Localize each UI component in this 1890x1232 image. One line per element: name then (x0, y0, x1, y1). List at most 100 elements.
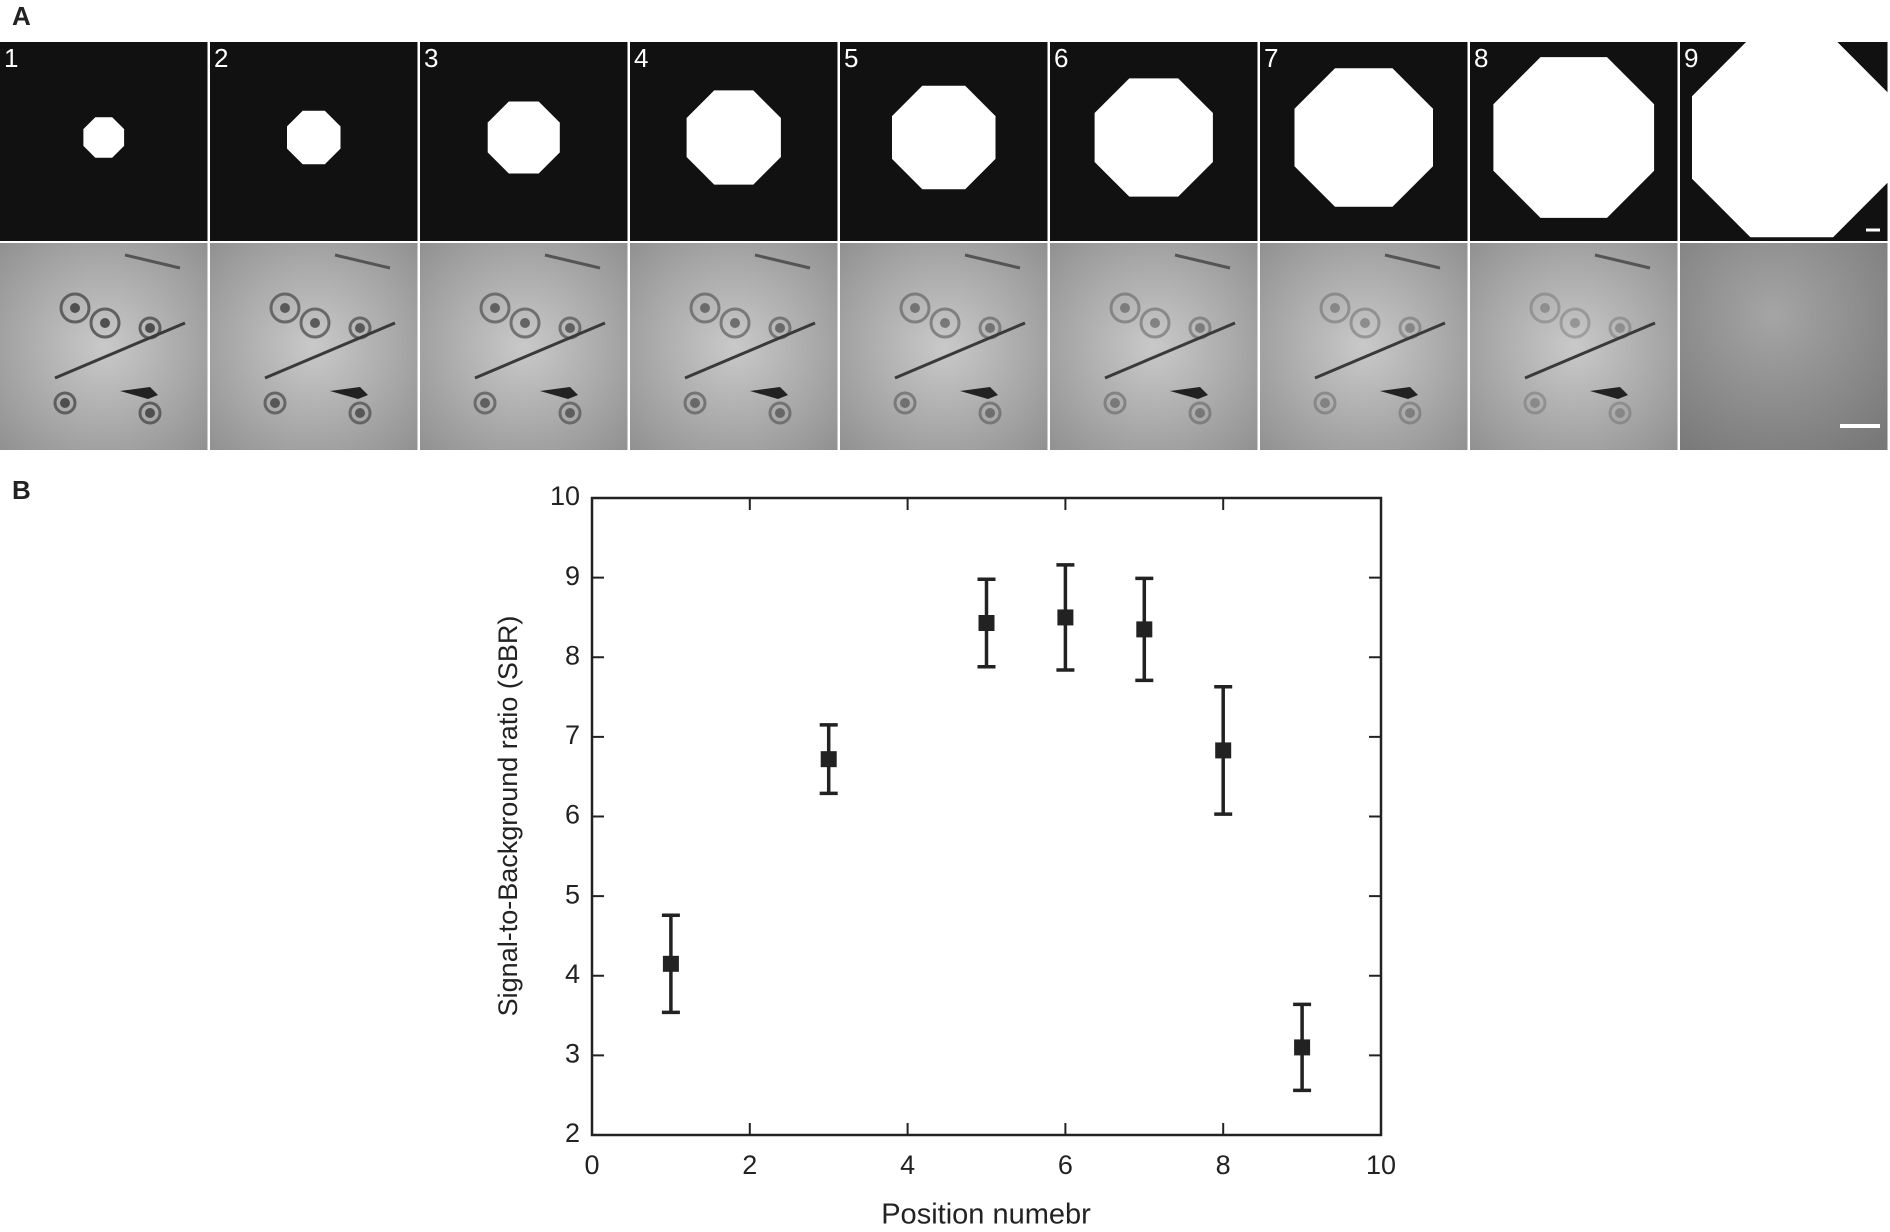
y-tick-label: 4 (565, 959, 580, 989)
bead-core (1320, 398, 1330, 408)
fiber (124, 253, 181, 270)
micro-bg (630, 243, 838, 450)
bead-core (490, 303, 500, 313)
micro-image (420, 243, 628, 450)
fiber (1104, 321, 1236, 380)
debris (960, 387, 998, 399)
y-tick-label: 3 (565, 1039, 580, 1069)
tile-number: 4 (634, 43, 648, 73)
bead-core (985, 323, 995, 333)
bead-core (1530, 398, 1540, 408)
bead (509, 307, 541, 339)
micro-image (630, 243, 838, 450)
bead-core (520, 318, 530, 328)
bead-core (565, 323, 575, 333)
debris (1590, 387, 1628, 399)
bead-core (270, 398, 280, 408)
micro-bg (1470, 243, 1678, 450)
bead (479, 292, 511, 324)
debris (120, 387, 158, 399)
bead (1349, 307, 1381, 339)
bead-core (730, 318, 740, 328)
bead-core (480, 398, 490, 408)
tile-number: 6 (1054, 43, 1068, 73)
bead (1109, 292, 1141, 324)
bead-core (310, 318, 320, 328)
micro-image (1470, 243, 1678, 450)
bead-core (1570, 318, 1580, 328)
illumination-shape (83, 117, 125, 158)
micro-bg (210, 243, 418, 450)
illumination-shape (1094, 78, 1213, 197)
bead-core (775, 323, 785, 333)
bead (53, 391, 77, 415)
fiber (54, 321, 186, 380)
y-tick-label: 7 (565, 720, 580, 750)
bead (1188, 401, 1212, 425)
illumination-shape (287, 110, 341, 165)
illumination-shape (1294, 68, 1433, 207)
bead (269, 292, 301, 324)
y-tick-label: 8 (565, 640, 580, 670)
bead-core (1195, 408, 1205, 418)
point (1057, 609, 1074, 626)
bead-core (145, 408, 155, 418)
bead-core (60, 398, 70, 408)
bead-core (1120, 303, 1130, 313)
x-tick-label: 6 (1058, 1150, 1073, 1180)
bead (59, 292, 91, 324)
y-tick-label: 2 (565, 1118, 580, 1148)
bead (138, 401, 162, 425)
image-strip: 1 2 3 4 5 6 7 8 9 (0, 42, 1888, 450)
bead (1139, 307, 1171, 339)
point (662, 955, 679, 972)
x-axis-label: Position numebr (881, 1199, 1091, 1231)
micro-bg (0, 243, 208, 450)
y-tick-label: 6 (565, 800, 580, 830)
fiber (894, 321, 1026, 380)
tile-number: 2 (214, 43, 228, 73)
bead-core (1150, 318, 1160, 328)
bead-core (145, 323, 155, 333)
x-tick-label: 8 (1216, 1150, 1231, 1180)
debris (1380, 387, 1418, 399)
point (820, 751, 837, 768)
bead (1523, 391, 1547, 415)
tile-number: 7 (1264, 43, 1278, 73)
fiber (264, 321, 396, 380)
micro-bg (1260, 243, 1468, 450)
bead-core (1405, 408, 1415, 418)
y-tick-label: 5 (565, 879, 580, 909)
bead (473, 391, 497, 415)
micro-image (210, 243, 418, 450)
bead (558, 401, 582, 425)
illumination-shape (686, 90, 781, 185)
fiber (754, 253, 811, 270)
illumination-shape (1692, 42, 1888, 238)
point (1294, 1039, 1311, 1056)
bead (1313, 391, 1337, 415)
tile-number: 5 (844, 43, 858, 73)
y-axis-label: Signal-to-Background ratio (SBR) (493, 616, 523, 1017)
fiber (474, 321, 606, 380)
bead-core (1330, 303, 1340, 313)
bead (893, 391, 917, 415)
micro-bg (840, 243, 1048, 450)
bead-core (565, 408, 575, 418)
bead-core (1615, 408, 1625, 418)
micro-image (840, 243, 1048, 450)
bead (929, 307, 961, 339)
debris (1170, 387, 1208, 399)
bead-core (900, 398, 910, 408)
tile-number: 9 (1684, 43, 1698, 73)
bead (1398, 401, 1422, 425)
bead (683, 391, 707, 415)
debris (540, 387, 578, 399)
illumination-shape (1493, 57, 1655, 218)
micro-bg (1680, 243, 1888, 450)
x-tick-label: 2 (742, 1150, 757, 1180)
tile-number: 3 (424, 43, 438, 73)
point (1215, 742, 1232, 759)
bead-core (1615, 323, 1625, 333)
bead-core (70, 303, 80, 313)
